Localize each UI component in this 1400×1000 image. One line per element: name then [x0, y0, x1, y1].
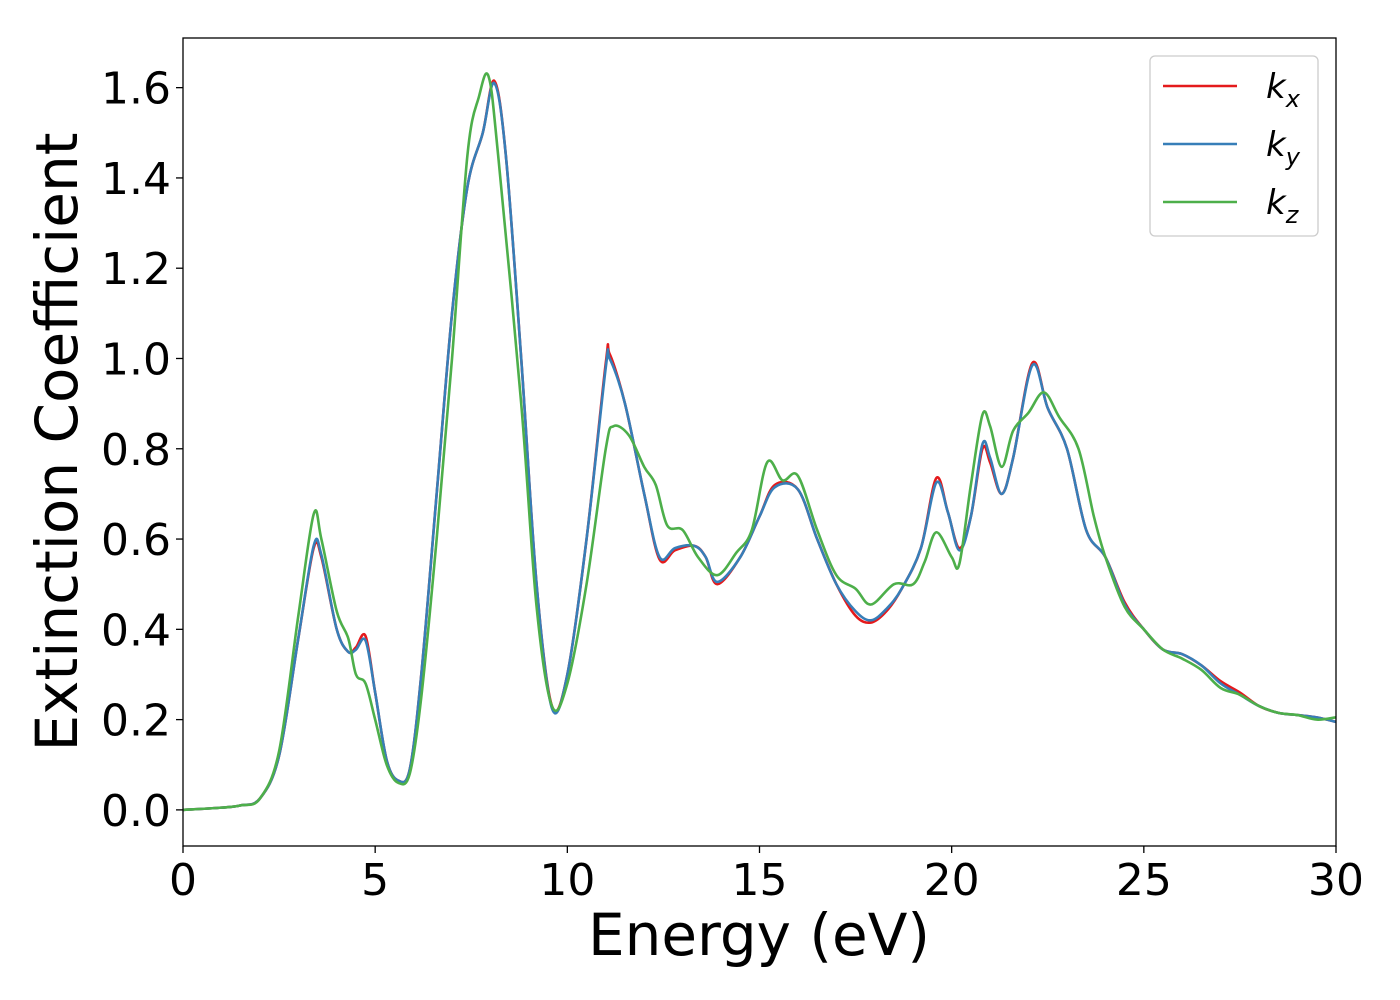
series-layer — [183, 72, 1336, 812]
y-tick-label: 0.4 — [101, 605, 171, 656]
legend-label-ky: ky — [1266, 125, 1301, 171]
series-line-ky — [183, 81, 1336, 812]
y-tick-label: 1.0 — [101, 334, 171, 385]
legend-label-kz: kz — [1266, 183, 1300, 229]
y-tick-label: 0.8 — [101, 425, 171, 476]
y-tick-label: 0.2 — [101, 696, 171, 747]
y-tick-label: 0.6 — [101, 515, 171, 566]
y-tick-label: 1.4 — [101, 154, 171, 205]
legend: kx ky kz — [1149, 55, 1319, 237]
y-axis: 0.0 0.2 0.4 0.6 0.8 1.0 1.2 1.4 1.6 — [101, 64, 183, 837]
y-tick-label: 1.6 — [101, 64, 171, 115]
legend-label-kx: kx — [1266, 67, 1301, 113]
x-axis: 0 5 10 15 20 25 30 — [169, 846, 1364, 906]
x-tick-label: 10 — [539, 855, 595, 906]
x-tick-label: 25 — [1116, 855, 1172, 906]
y-tick-label: 1.2 — [101, 244, 171, 295]
x-tick-label: 30 — [1308, 855, 1364, 906]
y-axis-label: Extinction Coefficient — [23, 133, 91, 752]
x-axis-label: Energy (eV) — [588, 901, 930, 969]
series-line-kz — [183, 72, 1336, 812]
x-tick-label: 5 — [361, 855, 389, 906]
legend-box — [1149, 55, 1319, 237]
x-tick-label: 0 — [169, 855, 197, 906]
x-tick-label: 15 — [732, 855, 788, 906]
x-tick-label: 20 — [924, 855, 980, 906]
y-tick-label: 0.0 — [101, 786, 171, 837]
